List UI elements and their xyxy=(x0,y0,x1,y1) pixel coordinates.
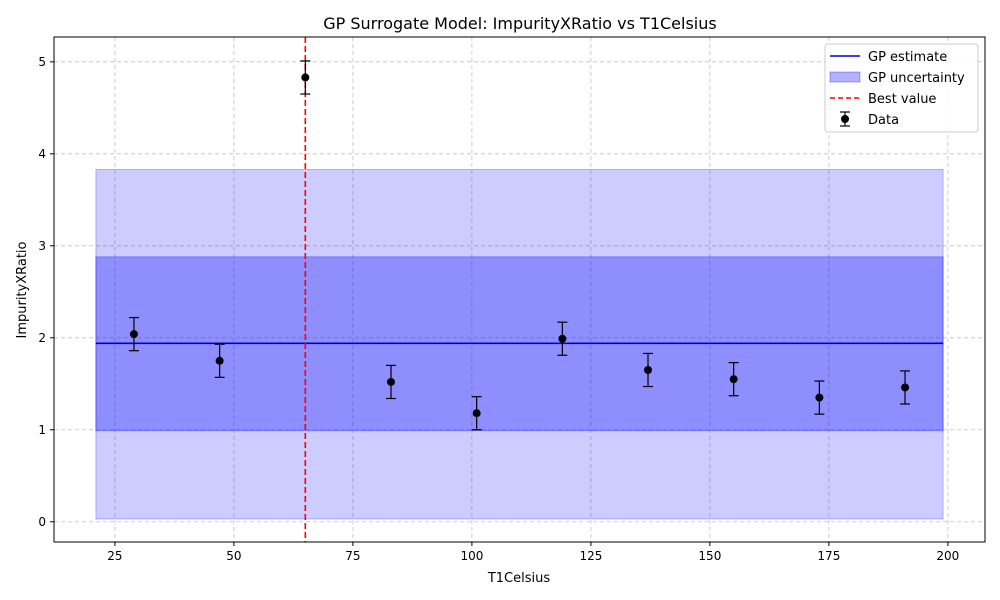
series-layer xyxy=(95,37,944,542)
x-tick-label: 25 xyxy=(107,549,122,563)
legend-label-gp-estimate: GP estimate xyxy=(868,50,947,65)
legend-swatch-data xyxy=(840,111,850,127)
data-marker xyxy=(215,356,224,365)
y-tick-label: 5 xyxy=(38,55,46,69)
x-tick-label: 100 xyxy=(460,549,483,563)
x-tick-label: 50 xyxy=(226,549,241,563)
data-marker xyxy=(901,383,910,392)
y-tick-label: 3 xyxy=(38,239,46,253)
y-tick-label: 1 xyxy=(38,423,46,437)
data-point xyxy=(300,60,311,95)
data-marker xyxy=(129,330,138,339)
legend: GP estimate GP uncertainty Best value Da… xyxy=(824,43,979,133)
data-point xyxy=(471,396,482,431)
data-point xyxy=(128,316,139,352)
data-point xyxy=(900,370,911,405)
plot-frame xyxy=(53,36,986,543)
legend-label-best-value: Best value xyxy=(868,92,936,107)
gp-uncertainty-outer-band xyxy=(95,168,944,520)
x-axis-label: T1Celsius xyxy=(487,571,551,586)
legend-box xyxy=(824,43,979,133)
data-point xyxy=(557,321,568,356)
y-tick-label: 4 xyxy=(38,147,46,161)
gp-uncertainty-bands xyxy=(95,168,944,520)
x-tick-label: 175 xyxy=(817,549,840,563)
data-marker xyxy=(386,377,395,386)
y-axis-ticks: 0 1 2 3 4 5 xyxy=(38,55,54,529)
data-marker xyxy=(301,73,310,82)
data-point xyxy=(214,343,225,378)
data-point xyxy=(814,380,825,415)
legend-label-gp-uncertainty: GP uncertainty xyxy=(868,71,965,86)
legend-swatch-gp-uncertainty xyxy=(829,71,861,83)
chart-title: GP Surrogate Model: ImpurityXRatio vs T1… xyxy=(323,14,716,33)
data-point xyxy=(385,364,396,400)
grid xyxy=(54,37,985,542)
y-axis-label: ImpurityXRatio xyxy=(15,241,30,338)
x-axis-ticks: 25 50 75 100 125 150 175 200 xyxy=(107,542,959,563)
data-marker xyxy=(644,365,653,374)
y-tick-label: 2 xyxy=(38,331,46,345)
data-point xyxy=(728,362,739,397)
legend-label-data: Data xyxy=(868,113,899,128)
data-marker xyxy=(558,334,567,343)
data-point xyxy=(643,352,654,388)
x-tick-label: 200 xyxy=(936,549,959,563)
x-tick-label: 125 xyxy=(579,549,602,563)
y-tick-label: 0 xyxy=(38,515,46,529)
data-marker xyxy=(815,393,824,402)
x-tick-label: 75 xyxy=(345,549,360,563)
data-marker xyxy=(472,409,481,418)
data-marker xyxy=(729,375,738,384)
x-tick-label: 150 xyxy=(698,549,721,563)
